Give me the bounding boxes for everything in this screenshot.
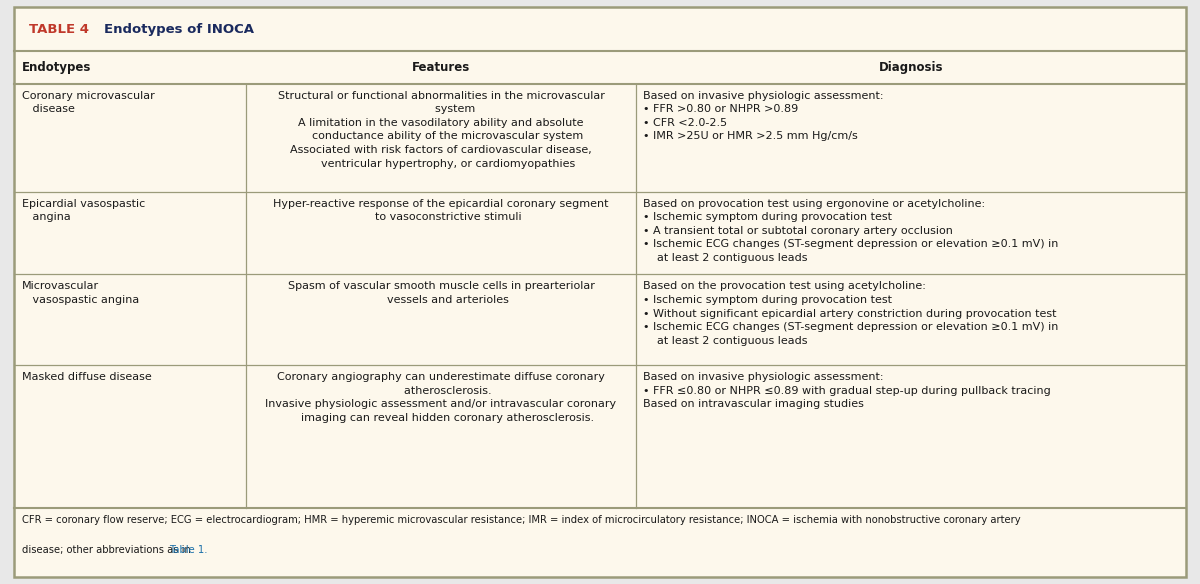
Text: Coronary microvascular
   disease: Coronary microvascular disease	[22, 91, 155, 114]
Text: Structural or functional abnormalities in the microvascular
        system
A lim: Structural or functional abnormalities i…	[277, 91, 605, 169]
Text: CFR = coronary flow reserve; ECG = electrocardiogram; HMR = hyperemic microvascu: CFR = coronary flow reserve; ECG = elect…	[22, 515, 1020, 525]
Text: Based on invasive physiologic assessment:
• FFR >0.80 or NHPR >0.89
• CFR <2.0-2: Based on invasive physiologic assessment…	[643, 91, 883, 141]
Text: Based on invasive physiologic assessment:
• FFR ≤0.80 or NHPR ≤0.89 with gradual: Based on invasive physiologic assessment…	[643, 372, 1051, 409]
Text: TABLE 4: TABLE 4	[29, 23, 89, 36]
Text: Spasm of vascular smooth muscle cells in prearteriolar
    vessels and arteriole: Spasm of vascular smooth muscle cells in…	[288, 281, 594, 305]
Text: Table 1.: Table 1.	[169, 545, 208, 555]
Text: Based on the provocation test using acetylcholine:
• Ischemic symptom during pro: Based on the provocation test using acet…	[643, 281, 1058, 346]
Text: Hyper-reactive response of the epicardial coronary segment
    to vasoconstricti: Hyper-reactive response of the epicardia…	[274, 199, 608, 222]
Text: Epicardial vasospastic
   angina: Epicardial vasospastic angina	[22, 199, 145, 222]
Text: Based on provocation test using ergonovine or acetylcholine:
• Ischemic symptom : Based on provocation test using ergonovi…	[643, 199, 1058, 263]
Text: Endotypes of INOCA: Endotypes of INOCA	[104, 23, 254, 36]
Text: disease; other abbreviations as in: disease; other abbreviations as in	[22, 545, 193, 555]
Text: Diagnosis: Diagnosis	[878, 61, 943, 74]
Text: Masked diffuse disease: Masked diffuse disease	[22, 372, 151, 382]
Text: Endotypes: Endotypes	[22, 61, 91, 74]
Text: Microvascular
   vasospastic angina: Microvascular vasospastic angina	[22, 281, 139, 305]
Text: Features: Features	[412, 61, 470, 74]
Text: Coronary angiography can underestimate diffuse coronary
    atherosclerosis.
Inv: Coronary angiography can underestimate d…	[265, 372, 617, 423]
